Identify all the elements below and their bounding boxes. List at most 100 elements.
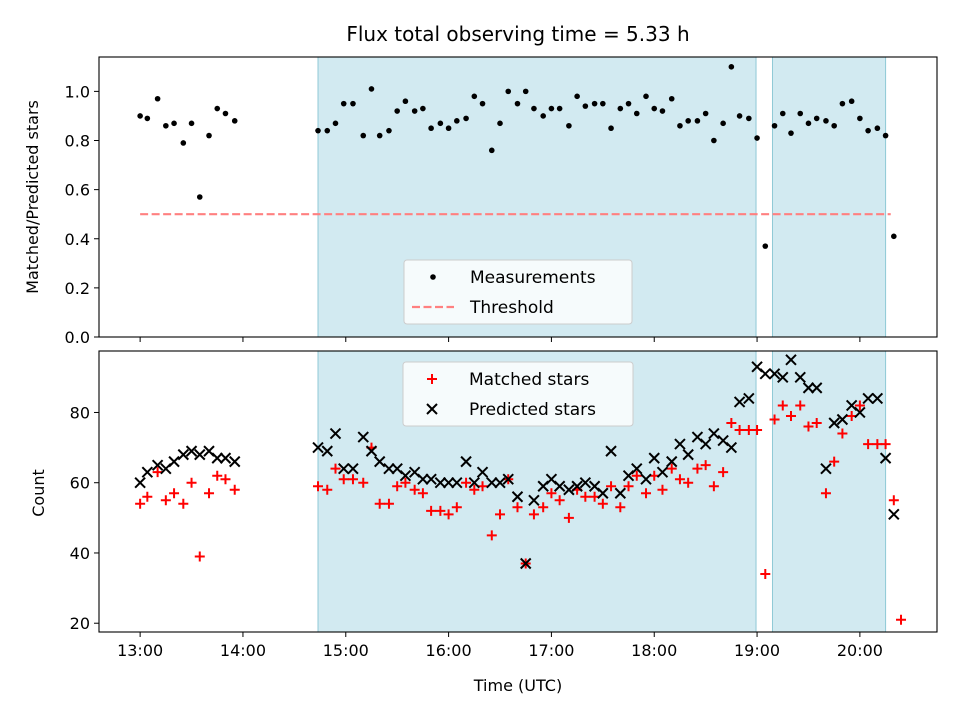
data-point (831, 122, 837, 129)
data-point (711, 137, 717, 144)
data-point (683, 477, 694, 488)
data-point (666, 463, 677, 474)
data-point (563, 512, 574, 523)
data-point (829, 456, 840, 467)
data-point (854, 406, 866, 419)
data-point (720, 120, 726, 127)
data-point (600, 100, 606, 107)
data-point (828, 417, 840, 429)
data-point (312, 441, 324, 454)
ratio-legend: Measurements Threshold (403, 259, 633, 325)
data-point (633, 110, 640, 117)
data-point (666, 455, 678, 468)
legend-marker (426, 403, 438, 415)
data-point (820, 462, 832, 475)
data-point (445, 125, 452, 132)
data-point (322, 484, 333, 495)
data-point (338, 462, 350, 475)
data-point (400, 477, 411, 488)
data-point (641, 488, 652, 499)
data-point (222, 110, 229, 117)
legend-label: Matched stars (469, 370, 589, 390)
data-point (837, 428, 848, 439)
data-point (394, 108, 400, 114)
data-point (376, 132, 383, 139)
data-point (373, 455, 386, 468)
data-point (762, 243, 769, 249)
data-point (409, 484, 420, 495)
data-point (468, 477, 481, 489)
count-shaded-interval (771, 350, 887, 633)
data-point (768, 368, 781, 380)
count-axes-frame (98, 350, 938, 633)
data-point (836, 413, 849, 426)
data-point (494, 477, 506, 489)
y-tick-label: 0.2 (65, 279, 90, 298)
data-point (486, 477, 498, 489)
data-point (137, 113, 143, 119)
data-point (386, 127, 392, 134)
data-point (324, 127, 331, 134)
data-point (823, 118, 829, 124)
data-point (874, 125, 881, 132)
ratio-y-axis-label: Matched/Predicted stars (23, 100, 42, 294)
x-tick-label: 19:00 (734, 641, 780, 660)
data-point (451, 477, 463, 489)
data-point (702, 110, 709, 117)
data-point (553, 480, 566, 492)
y-tick-label: 0.4 (65, 230, 90, 249)
data-point (736, 113, 743, 119)
data-point (368, 86, 375, 92)
data-point (631, 462, 643, 475)
data-point (495, 509, 506, 520)
data-point (512, 502, 523, 513)
data-point (206, 132, 212, 139)
data-point (726, 418, 737, 429)
data-point (797, 110, 804, 117)
x-axis-label: Time (UTC) (473, 676, 562, 695)
data-point (154, 95, 161, 102)
data-point (151, 459, 164, 471)
data-point (144, 115, 151, 122)
data-point (425, 473, 437, 485)
data-point (528, 494, 540, 506)
data-point (188, 120, 195, 127)
data-point (194, 551, 205, 562)
data-point (486, 530, 497, 541)
data-point (677, 122, 683, 129)
data-point (399, 469, 412, 482)
data-point (134, 477, 146, 489)
data-point (531, 105, 537, 112)
data-point (857, 115, 863, 122)
ratio-series-measurements (137, 64, 897, 249)
x-tick-label: 18:00 (631, 641, 677, 660)
data-point (597, 498, 608, 509)
data-point (659, 108, 666, 114)
data-point (374, 498, 385, 509)
data-point (426, 505, 437, 516)
data-point (865, 127, 871, 134)
data-point (848, 98, 855, 105)
data-point (571, 480, 583, 492)
data-point (392, 481, 403, 492)
data-point (212, 470, 223, 481)
data-point (442, 477, 455, 489)
count-panel: 20 40 60 80 13:00 14:00 15:00 16:00 17:00 18:00 19… (70, 350, 938, 660)
data-point (685, 118, 691, 124)
data-point (566, 122, 572, 129)
data-point (434, 477, 447, 489)
data-point (220, 474, 231, 485)
data-point (178, 498, 189, 509)
data-point (194, 448, 206, 461)
data-point (383, 498, 394, 509)
data-point (313, 481, 324, 492)
data-point (700, 460, 711, 471)
data-point (211, 452, 223, 464)
legend-marker (430, 274, 436, 280)
data-point (340, 100, 347, 107)
data-point (476, 466, 489, 478)
data-point (350, 100, 356, 107)
data-point (479, 100, 486, 107)
y-tick-label: 60 (70, 474, 90, 493)
data-point (580, 491, 591, 502)
